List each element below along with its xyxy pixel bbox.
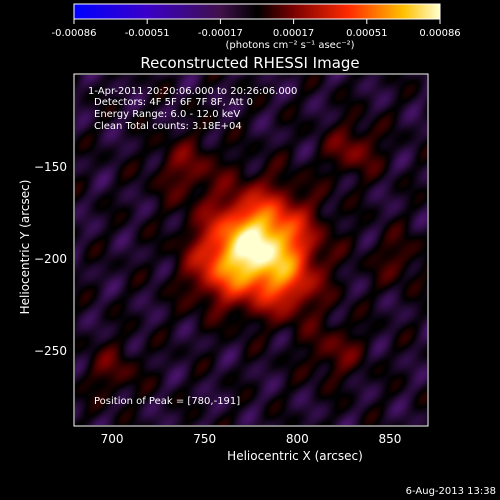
y-tick-label: −200: [34, 252, 67, 267]
x-tick-label: 700: [100, 432, 124, 446]
colorbar-tick-label: 0.00051: [346, 28, 388, 39]
plot-frame: [73, 73, 429, 427]
x-tick-label: 850: [378, 432, 402, 446]
colorbar-tick-label: 0.00017: [272, 28, 315, 39]
colorbar: [73, 3, 441, 20]
info-energy-range: Energy Range: 6.0 - 12.0 keV: [94, 109, 241, 120]
colorbar-tick-label: -0.00086: [51, 28, 97, 39]
y-tick-label: −150: [34, 160, 67, 175]
date-stamp: 6-Aug-2013 13:38: [405, 486, 496, 497]
info-total-counts: Clean Total counts: 3.18E+04: [94, 121, 242, 132]
colorbar-tick-label: -0.00017: [197, 28, 243, 39]
x-tick-label: 800: [285, 432, 309, 446]
chart-title: Reconstructed RHESSI Image: [140, 54, 360, 72]
colorbar-tick-label: -0.00051: [124, 28, 170, 39]
plot-area: [73, 73, 429, 427]
info-time-range: 1-Apr-2011 20:20:06.000 to 20:26:06.000: [88, 86, 298, 97]
colorbar-tick-label: 0.00086: [419, 28, 461, 39]
peak-position-label: Position of Peak = [780,-191]: [94, 396, 241, 407]
y-axis-label: Heliocentric Y (arcsec): [18, 179, 32, 315]
colorbar-unit: (photons cm⁻² s⁻¹ asec⁻²): [225, 40, 355, 51]
info-detectors: Detectors: 4F 5F 6F 7F 8F, Att 0: [94, 97, 254, 108]
x-tick-label: 750: [193, 432, 217, 446]
heatmap-image: [75, 75, 427, 425]
y-tick-label: −250: [34, 344, 67, 359]
x-axis-label: Heliocentric X (arcsec): [227, 449, 363, 463]
colorbar-ticks: [73, 19, 441, 24]
